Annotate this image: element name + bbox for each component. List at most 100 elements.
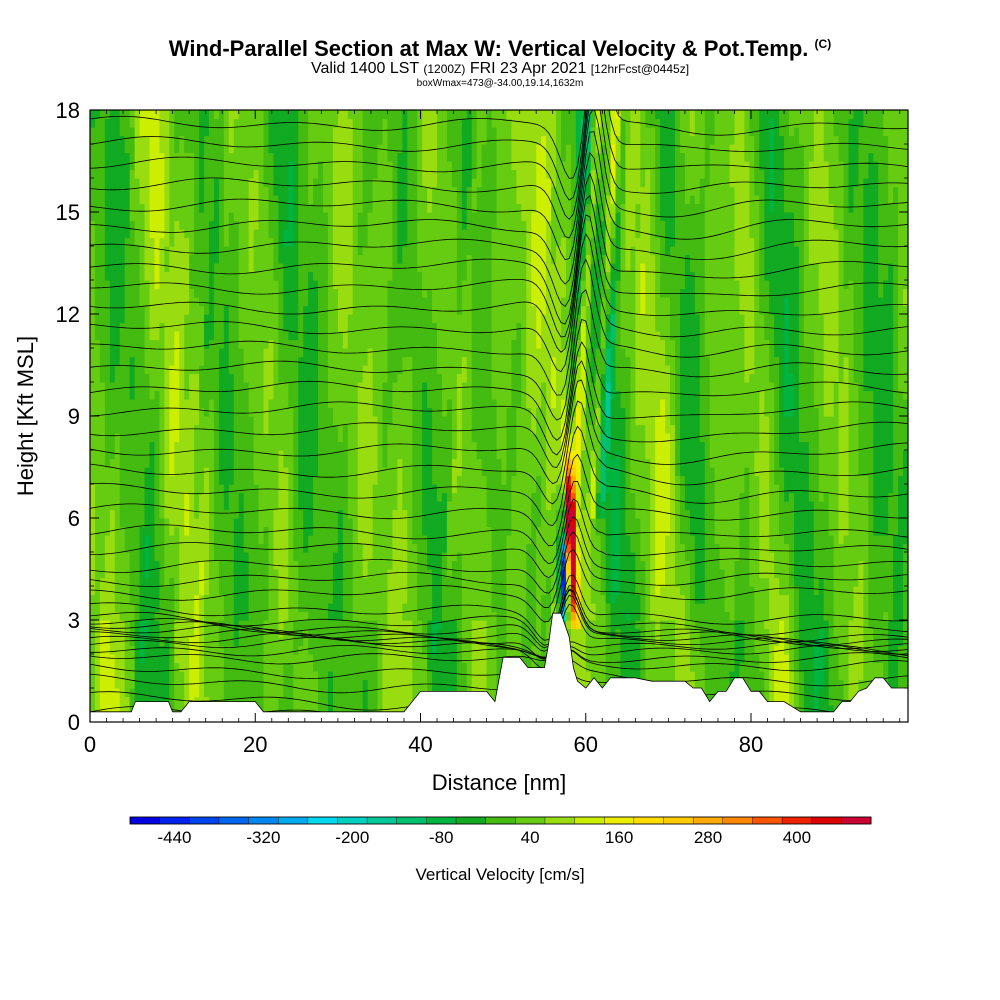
- velocity-cell: [204, 671, 210, 681]
- velocity-cell: [471, 577, 478, 587]
- velocity-cell: [407, 586, 413, 596]
- velocity-cell: [660, 569, 666, 579]
- velocity-cell: [724, 501, 731, 511]
- velocity-cell: [451, 637, 458, 647]
- velocity-cell: [570, 569, 577, 579]
- velocity-cell: [347, 484, 354, 494]
- velocity-cell: [595, 484, 602, 494]
- velocity-cell: [357, 475, 364, 485]
- velocity-cell: [476, 654, 483, 664]
- velocity-cell: [154, 654, 161, 664]
- velocity-cell: [273, 688, 279, 698]
- velocity-cell: [744, 603, 750, 613]
- velocity-cell: [883, 603, 889, 613]
- velocity-cell: [109, 492, 116, 502]
- velocity-cell: [194, 679, 200, 689]
- velocity-cell: [124, 543, 131, 553]
- velocity-cell: [625, 509, 631, 519]
- velocity-cell: [536, 637, 542, 647]
- velocity-cell: [610, 671, 617, 681]
- velocity-cell: [729, 611, 736, 621]
- velocity-cell: [630, 509, 636, 519]
- velocity-cell: [670, 654, 676, 664]
- velocity-cell: [471, 518, 478, 528]
- velocity-cell: [248, 475, 255, 485]
- velocity-cell: [99, 526, 106, 536]
- velocity-cell: [179, 611, 185, 621]
- velocity-cell: [337, 560, 344, 570]
- velocity-cell: [719, 501, 726, 511]
- velocity-cell: [327, 509, 334, 519]
- velocity-cell: [283, 637, 289, 647]
- velocity-cell: [437, 518, 443, 528]
- velocity-cell: [674, 654, 681, 664]
- velocity-cell: [94, 594, 101, 604]
- velocity-cell: [327, 671, 334, 681]
- velocity-cell: [501, 577, 508, 587]
- velocity-cell: [878, 509, 884, 519]
- velocity-cell: [734, 654, 741, 664]
- velocity-cell: [893, 671, 899, 681]
- velocity-cell: [318, 484, 324, 494]
- velocity-cell: [208, 569, 215, 579]
- velocity-cell: [570, 645, 577, 655]
- velocity-cell: [744, 467, 750, 477]
- velocity-cell: [174, 577, 180, 587]
- velocity-cell: [139, 637, 146, 647]
- velocity-cell: [233, 620, 240, 630]
- velocity-cell: [253, 654, 260, 664]
- velocity-cell: [104, 679, 111, 689]
- velocity-cell: [456, 484, 463, 494]
- velocity-cell: [739, 475, 745, 485]
- velocity-cell: [793, 654, 800, 664]
- velocity-cell: [248, 611, 255, 621]
- velocity-cell: [833, 594, 840, 604]
- velocity-cell: [803, 654, 810, 664]
- velocity-cell: [546, 569, 552, 579]
- velocity-cell: [461, 679, 468, 689]
- velocity-cell: [650, 577, 656, 587]
- velocity-cell: [903, 671, 908, 681]
- velocity-cell: [600, 586, 607, 596]
- velocity-cell: [610, 569, 617, 579]
- velocity-cell: [149, 501, 156, 511]
- velocity-cell: [828, 526, 835, 536]
- velocity-cell: [580, 662, 587, 672]
- velocity-cell: [699, 611, 706, 621]
- velocity-cell: [213, 475, 220, 485]
- velocity-cell: [689, 662, 696, 672]
- velocity-cell: [94, 620, 101, 630]
- velocity-cell: [843, 526, 850, 536]
- velocity-cell: [288, 535, 294, 545]
- velocity-cell: [273, 501, 279, 511]
- velocity-cell: [898, 518, 904, 528]
- velocity-cell: [456, 586, 463, 596]
- velocity-cell: [139, 662, 146, 672]
- velocity-cell: [402, 577, 408, 587]
- velocity-cell: [625, 552, 631, 562]
- velocity-cell: [422, 501, 428, 511]
- velocity-cell: [585, 492, 592, 502]
- velocity-cell: [273, 594, 279, 604]
- velocity-cell: [114, 603, 121, 613]
- velocity-cell: [278, 467, 284, 477]
- velocity-cell: [446, 501, 453, 511]
- velocity-cell: [838, 501, 845, 511]
- velocity-cell: [461, 560, 468, 570]
- velocity-cell: [714, 569, 721, 579]
- velocity-cell: [793, 535, 800, 545]
- velocity-cell: [665, 518, 671, 528]
- velocity-cell: [263, 526, 270, 536]
- velocity-cell: [149, 467, 156, 477]
- velocity-cell: [585, 484, 592, 494]
- velocity-cell: [585, 518, 592, 528]
- velocity-cell: [640, 484, 646, 494]
- velocity-cell: [303, 586, 309, 596]
- velocity-cell: [327, 696, 334, 706]
- velocity-cell: [94, 543, 101, 553]
- velocity-cell: [615, 552, 622, 562]
- velocity-cell: [446, 679, 453, 689]
- velocity-cell: [199, 688, 205, 698]
- velocity-cell: [377, 577, 384, 587]
- velocity-cell: [481, 492, 488, 502]
